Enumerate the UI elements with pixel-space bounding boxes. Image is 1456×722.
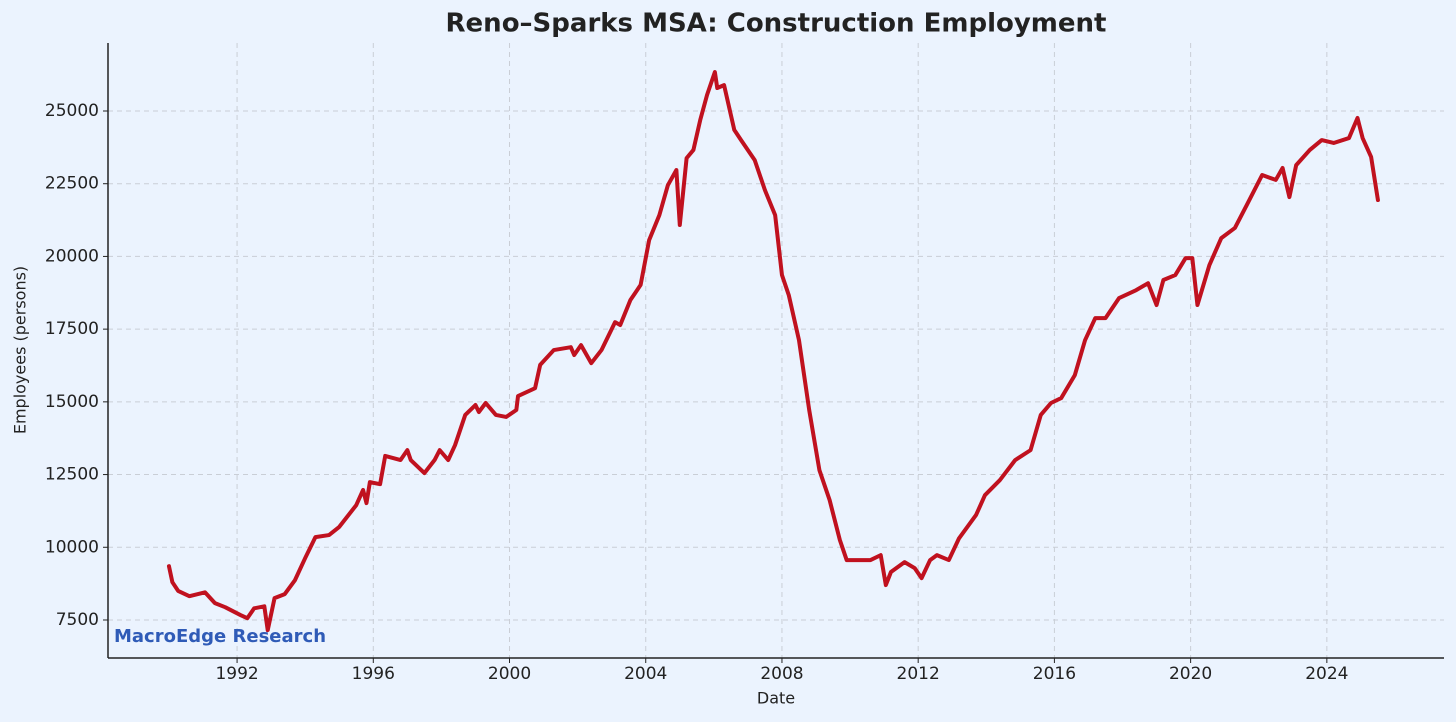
chart-title: Reno–Sparks MSA: Construction Employment: [446, 9, 1107, 39]
y-tick-label: 22500: [45, 174, 99, 194]
x-tick-label: 2020: [1169, 664, 1212, 684]
x-tick-label: 1992: [215, 664, 258, 684]
x-tick-label: 2024: [1305, 664, 1348, 684]
y-axis-label: Employees (persons): [11, 266, 30, 434]
y-tick-label: 25000: [45, 101, 99, 121]
y-tick-label: 20000: [45, 246, 99, 266]
watermark: MacroEdge Research: [114, 626, 326, 647]
data-line: [166, 70, 1380, 633]
x-tick-label: 2004: [624, 664, 667, 684]
x-tick-label: 2016: [1033, 664, 1076, 684]
y-tick-label: 15000: [45, 392, 99, 412]
x-tick-label: 1996: [352, 664, 395, 684]
x-tick-label: 2000: [488, 664, 531, 684]
y-tick-label: 10000: [45, 537, 99, 557]
x-axis-label: Date: [757, 689, 795, 708]
y-tick-label: 12500: [45, 465, 99, 485]
y-tick-label: 17500: [45, 319, 99, 339]
x-tick-label: 2008: [760, 664, 803, 684]
y-tick-label: 7500: [56, 610, 99, 630]
plot: [166, 70, 1380, 633]
x-tick-label: 2012: [897, 664, 940, 684]
grid: [108, 43, 1444, 658]
